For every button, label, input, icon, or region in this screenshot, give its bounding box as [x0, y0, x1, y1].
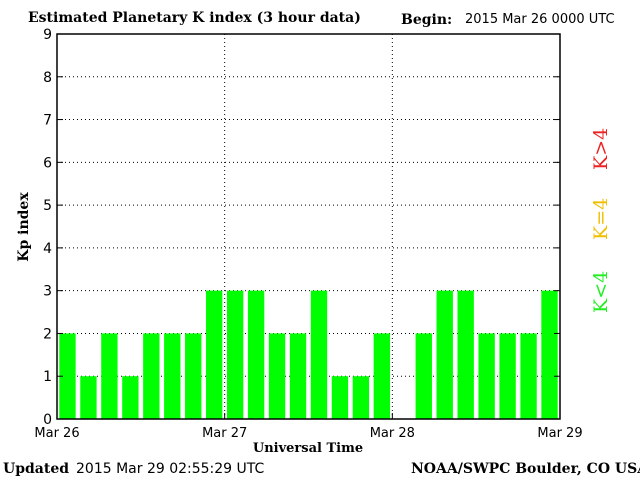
kp-bar [59, 333, 76, 419]
y-tick-label: 0 [43, 412, 52, 428]
legend-k-equals-4: K=4 [590, 197, 612, 240]
kp-bar [122, 376, 139, 419]
kp-bar [415, 333, 432, 419]
kp-bar [499, 333, 516, 419]
y-tick-label: 6 [43, 155, 52, 171]
kp-bar [143, 333, 160, 419]
updated-timestamp: 2015 Mar 29 02:55:29 UTC [76, 461, 265, 477]
y-tick-label: 2 [43, 326, 52, 342]
grid-lines [57, 34, 560, 419]
kp-bar [206, 290, 223, 419]
kp-bar [289, 333, 307, 419]
kp-bar [331, 376, 349, 419]
kp-bar [185, 333, 202, 419]
source-credit: NOAA/SWPC Boulder, CO USA [411, 461, 640, 477]
y-tick-label: 9 [43, 27, 52, 43]
kp-bar [268, 333, 286, 419]
kp-bar [541, 290, 558, 419]
kp-bar [226, 290, 244, 419]
kp-bar [478, 333, 495, 419]
y-axis-label: Kp index [16, 192, 32, 262]
kp-bar [352, 376, 370, 419]
legend-k-below-4: K<4 [590, 270, 612, 313]
kp-bar [520, 333, 537, 419]
x-tick-label: Mar 29 [537, 426, 582, 441]
kp-bar [164, 333, 181, 419]
begin-label: Begin: [401, 12, 453, 28]
y-tick-label: 1 [43, 369, 52, 385]
kp-bar [80, 376, 97, 419]
bar-series [59, 290, 558, 419]
begin-value: 2015 Mar 26 0000 UTC [465, 12, 615, 27]
y-axis: 0 1 2 3 4 5 6 7 8 9 [43, 27, 560, 428]
kp-bar [310, 290, 328, 419]
y-tick-label: 5 [43, 198, 52, 214]
x-tick-label: Mar 27 [202, 426, 247, 441]
x-tick-label: Mar 28 [370, 426, 415, 441]
kp-bar [101, 333, 118, 419]
kp-bar [457, 290, 474, 419]
kp-bar [373, 333, 391, 419]
x-tick-label: Mar 26 [34, 426, 79, 441]
kp-bar [436, 290, 453, 419]
updated-label: Updated [3, 461, 70, 477]
x-axis: Mar 26 Mar 27 Mar 28 Mar 29 [34, 413, 583, 441]
y-tick-label: 4 [43, 241, 52, 257]
y-tick-label: 7 [43, 113, 52, 129]
y-tick-label: 3 [43, 284, 52, 300]
plot-frame [56, 33, 561, 420]
chart-title: Estimated Planetary K index (3 hour data… [28, 10, 361, 26]
legend-k-above-4: K>4 [590, 127, 612, 170]
kp-bar [247, 290, 265, 419]
x-axis-label: Universal Time [253, 441, 363, 456]
y-tick-label: 8 [43, 70, 52, 86]
